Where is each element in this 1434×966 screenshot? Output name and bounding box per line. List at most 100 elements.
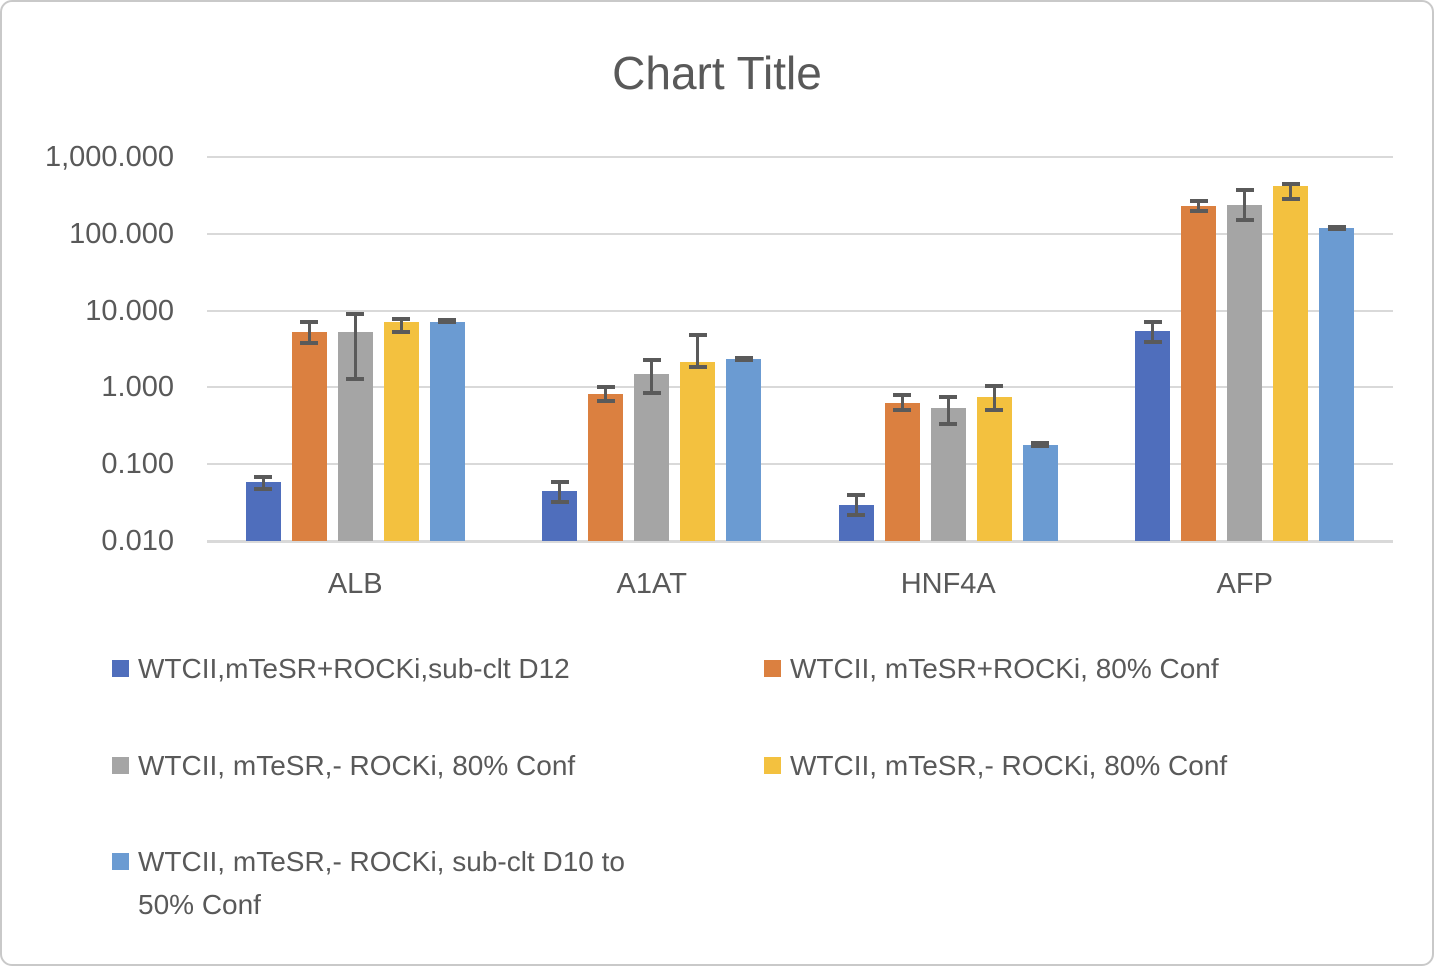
error-bar-cap xyxy=(1327,226,1346,231)
error-bar-line xyxy=(1243,190,1247,220)
legend-label: WTCII, mTeSR,- ROCKi, 80% Conf xyxy=(790,750,1228,781)
error-bar-cap xyxy=(1235,188,1254,193)
gridline xyxy=(207,463,1393,466)
bar-HNF4A-series2 xyxy=(884,402,920,541)
bar-AFP-series4 xyxy=(1273,185,1309,541)
error-bar-cap xyxy=(300,320,319,325)
x-axis-label: AFP xyxy=(1216,568,1273,600)
error-bar-line xyxy=(900,394,904,410)
error-bar-cap xyxy=(642,390,661,395)
error-bar-cap xyxy=(1189,209,1208,214)
bar-HNF4A-series3 xyxy=(930,407,966,541)
error-bar-cap xyxy=(550,479,569,484)
legend-label: WTCII,mTeSR+ROCKi,sub-clt D12 xyxy=(138,653,570,684)
bar-A1AT-series3 xyxy=(634,373,670,541)
error-bar-cap xyxy=(1143,340,1162,344)
error-bar-cap xyxy=(893,392,912,397)
x-axis-label: ALB xyxy=(327,568,383,600)
gridline xyxy=(207,540,1393,543)
bar-A1AT-series2 xyxy=(588,394,624,541)
error-bar-cap xyxy=(1327,224,1346,229)
legend-item: WTCII, mTeSR,- ROCKi, sub-clt D10 to 50%… xyxy=(112,840,658,926)
gridline xyxy=(207,232,1393,235)
bar-AFP-series1 xyxy=(1135,331,1171,541)
y-tick-label: 0.010 xyxy=(101,525,174,557)
error-bar-cap xyxy=(596,399,615,404)
x-axis-label: A1AT xyxy=(616,568,687,600)
gridline xyxy=(207,386,1393,389)
y-tick-label: 1,000.000 xyxy=(44,141,174,173)
error-bar-cap xyxy=(254,486,273,491)
legend-swatch-icon xyxy=(112,757,129,774)
error-bar-cap xyxy=(438,318,457,323)
error-bar-cap xyxy=(939,422,958,427)
bar-HNF4A-series4 xyxy=(976,396,1012,541)
bar-ALB-series1 xyxy=(245,482,281,541)
legend-label: WTCII, mTeSR,- ROCKi, 80% Conf xyxy=(138,750,576,781)
bar-ALB-series2 xyxy=(291,331,327,541)
error-bar-cap xyxy=(688,333,707,338)
error-bar-cap xyxy=(392,330,411,335)
error-bar-cap xyxy=(438,320,457,325)
legend-item: WTCII, mTeSR+ROCKi, 80% Conf xyxy=(764,647,1219,690)
y-tick-label: 0.100 xyxy=(101,448,174,481)
error-bar-line xyxy=(1197,201,1201,211)
error-bar-cap xyxy=(1143,320,1162,325)
error-bar-cap xyxy=(300,340,319,345)
legend-item: WTCII,mTeSR+ROCKi,sub-clt D12 xyxy=(112,647,570,690)
error-bar-cap xyxy=(1281,181,1300,186)
error-bar-cap xyxy=(847,512,866,517)
bar-ALB-series5 xyxy=(429,321,465,541)
bar-AFP-series5 xyxy=(1319,227,1355,541)
y-tick-label: 100.000 xyxy=(69,217,174,250)
bar-A1AT-series4 xyxy=(680,361,716,541)
legend-swatch-icon xyxy=(112,853,129,870)
error-bar-line xyxy=(946,396,950,425)
error-bar-cap xyxy=(1031,443,1050,448)
error-bar-line xyxy=(854,494,858,515)
gridline xyxy=(207,156,1393,158)
y-tick-label: 10.000 xyxy=(85,294,174,327)
error-bar-cap xyxy=(1235,217,1254,222)
error-bar-cap xyxy=(688,364,707,369)
error-bar-cap xyxy=(392,316,411,321)
chart-title: Chart Title xyxy=(612,47,822,99)
bar-ALB-series4 xyxy=(383,322,419,541)
error-bar-line xyxy=(1151,322,1155,342)
error-bar-cap xyxy=(1281,196,1300,201)
legend-item: WTCII, mTeSR,- ROCKi, 80% Conf xyxy=(764,744,1227,787)
error-bar-line xyxy=(261,477,265,489)
error-bar-cap xyxy=(1031,440,1050,445)
error-bar-cap xyxy=(596,385,615,390)
gridline xyxy=(207,309,1393,312)
error-bar-cap xyxy=(985,384,1004,389)
bar-AFP-series2 xyxy=(1181,206,1217,541)
error-bar-line xyxy=(992,386,996,410)
error-bar-line xyxy=(1289,183,1293,199)
error-bar-cap xyxy=(734,355,753,360)
legend-label: WTCII, mTeSR+ROCKi, 80% Conf xyxy=(790,653,1219,684)
error-bar-cap xyxy=(893,407,912,412)
bar-AFP-series3 xyxy=(1227,204,1263,541)
error-bar-line xyxy=(353,314,357,379)
error-bar-cap xyxy=(1189,199,1208,204)
error-bar-cap xyxy=(847,492,866,497)
legend-swatch-icon xyxy=(764,660,781,677)
error-bar-line xyxy=(604,387,608,402)
y-tick-label: 1.000 xyxy=(101,371,174,404)
bar-A1AT-series5 xyxy=(726,358,762,541)
error-bar-cap xyxy=(346,312,365,317)
error-bar-cap xyxy=(254,475,273,480)
error-bar-line xyxy=(307,322,311,343)
error-bar-line xyxy=(399,318,403,333)
error-bar-line xyxy=(650,360,654,393)
error-bar-cap xyxy=(346,376,365,381)
bar-HNF4A-series5 xyxy=(1022,444,1058,541)
error-bar-cap xyxy=(642,358,661,363)
legend-label: WTCII, mTeSR,- ROCKi, sub-clt D10 to 50%… xyxy=(138,846,625,920)
x-axis-label: HNF4A xyxy=(900,568,996,600)
error-bar-cap xyxy=(985,407,1004,412)
error-bar-cap xyxy=(939,394,958,399)
